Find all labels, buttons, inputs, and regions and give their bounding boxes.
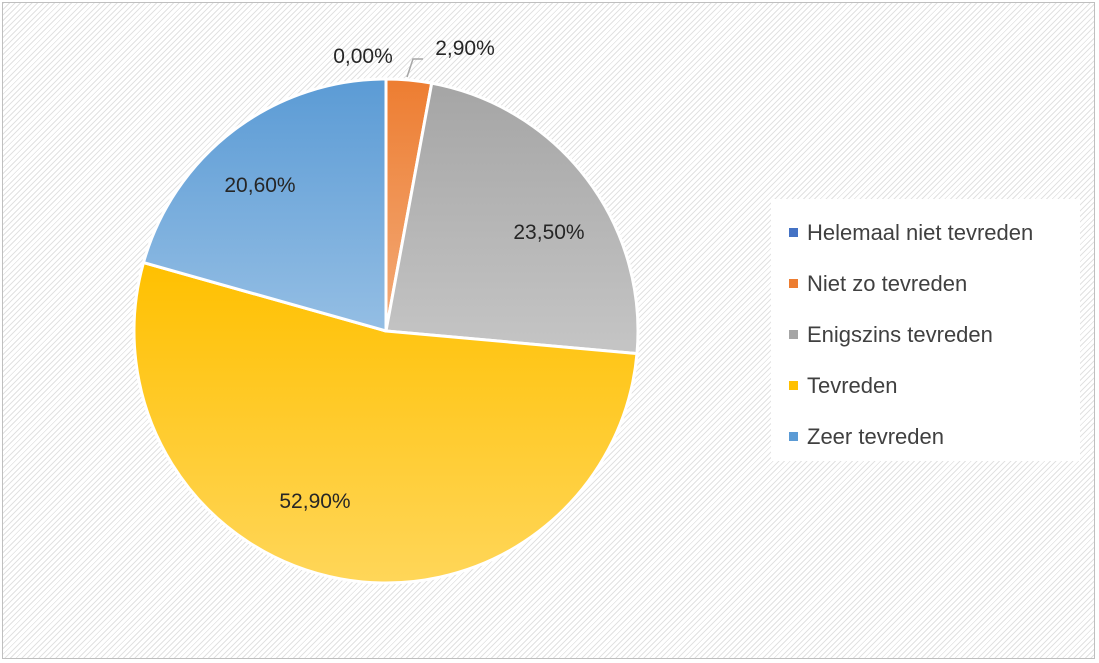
legend-item-tevreden: Tevreden — [789, 360, 1080, 411]
data-label: 52,90% — [279, 490, 350, 513]
legend-label: Tevreden — [807, 372, 898, 398]
legend-item-enigszins-tevreden: Enigszins tevreden — [789, 309, 1080, 360]
legend-swatch — [789, 432, 798, 441]
legend-label: Zeer tevreden — [807, 423, 944, 449]
legend-item-niet-zo-tevreden: Niet zo tevreden — [789, 258, 1080, 309]
legend-item-zeer-tevreden: Zeer tevreden — [789, 411, 1080, 462]
legend-item-helemaal-niet-tevreden: Helemaal niet tevreden — [789, 207, 1080, 258]
legend-label: Enigszins tevreden — [807, 321, 993, 347]
legend-label: Helemaal niet tevreden — [807, 219, 1034, 245]
data-label: 20,60% — [224, 174, 295, 197]
legend-swatch — [789, 279, 798, 288]
legend-swatch — [789, 330, 798, 339]
data-label: 0,00% — [333, 45, 393, 68]
legend-swatch — [789, 228, 798, 237]
pie-slice — [141, 77, 388, 333]
data-label: 23,50% — [513, 221, 584, 244]
pie-chart: 0,00% 2,90% 23,50% 52,90% 20,60% — [132, 37, 640, 585]
legend-label: Niet zo tevreden — [807, 270, 968, 296]
pie-slice — [384, 81, 640, 356]
pie-slice — [132, 261, 639, 585]
leader-line — [406, 58, 423, 78]
legend-swatch — [789, 381, 798, 390]
data-label: 2,90% — [435, 37, 495, 60]
legend: Helemaal niet tevreden Niet zo tevreden … — [771, 199, 1080, 461]
